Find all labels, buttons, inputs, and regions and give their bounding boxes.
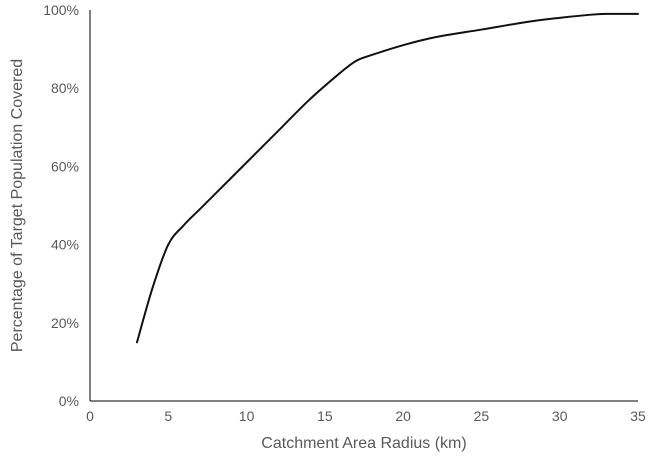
data-points xyxy=(135,12,640,344)
x-tick-label: 25 xyxy=(474,408,490,424)
series-line xyxy=(135,12,639,344)
x-tick-label: 20 xyxy=(395,408,411,424)
y-tick-label: 100% xyxy=(43,2,79,18)
x-tick-label: 10 xyxy=(239,408,255,424)
x-tick-label: 35 xyxy=(630,408,646,424)
y-tick-label: 40% xyxy=(51,237,79,253)
x-axis-title: Catchment Area Radius (km) xyxy=(261,435,466,452)
y-tick-label: 0% xyxy=(59,393,79,409)
x-tick-label: 15 xyxy=(317,408,333,424)
y-tick-label: 80% xyxy=(51,80,79,96)
x-tick-labels: 0 5 10 15 20 25 30 35 xyxy=(86,408,646,424)
x-tick-label: 30 xyxy=(552,408,568,424)
y-axis-title: Percentage of Target Population Covered xyxy=(9,59,26,352)
y-tick-labels: 0% 20% 40% 60% 80% 100% xyxy=(43,2,79,409)
x-tick-label: 5 xyxy=(164,408,172,424)
y-tick-label: 60% xyxy=(51,158,79,174)
y-tick-label: 20% xyxy=(51,315,79,331)
x-tick-label: 0 xyxy=(86,408,94,424)
